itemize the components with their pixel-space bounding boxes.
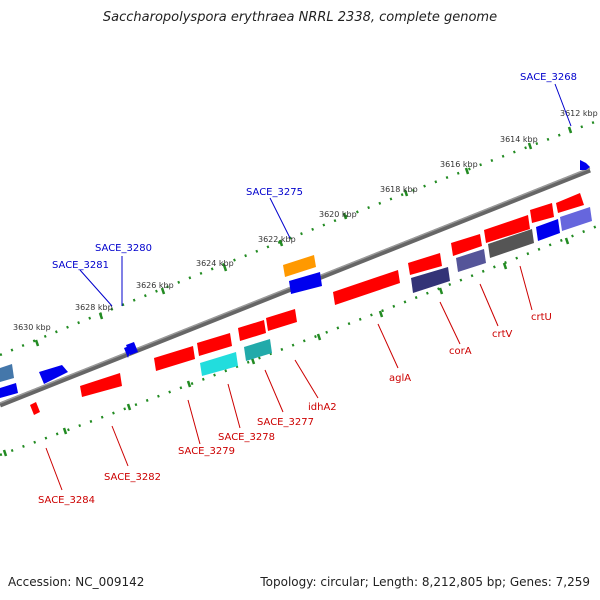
label-corA: corA: [449, 346, 472, 357]
gene-arrow-blue-2: [39, 365, 68, 384]
kbp-label: 3630 kbp: [13, 323, 51, 332]
label-sace3277: SACE_3277: [257, 417, 314, 428]
gene-arrow-red-3277: [238, 320, 266, 341]
gene-arrow-navy: [411, 267, 450, 293]
gene-arrow-sace3281: [124, 345, 132, 358]
kbp-label: 3616 kbp: [440, 160, 478, 169]
label-crtV: crtV: [492, 329, 513, 340]
label-crtU: crtU: [531, 312, 552, 323]
gene-arrow-sace3268: [580, 160, 590, 170]
label-sace3284: SACE_3284: [38, 495, 95, 506]
gene-arrow-red-3284: [30, 402, 40, 415]
label-sace3282: SACE_3282: [104, 472, 161, 483]
gene-arrow-red-crtU-a: [556, 193, 584, 213]
kbp-labels: 3612 kbp 3614 kbp 3616 kbp 3618 kbp 3620…: [13, 109, 598, 332]
outer-major-ticks: [34, 126, 573, 347]
label-aglA: aglA: [389, 373, 411, 384]
kbp-label: 3620 kbp: [319, 210, 357, 219]
accession-text: Accession: NC_009142: [8, 575, 145, 589]
gene-arrow-sace3275: [289, 272, 322, 294]
gene-arrow-red-crtU-b: [530, 203, 554, 223]
kbp-label: 3612 kbp: [560, 109, 598, 118]
gene-labels: SACE_3268 SACE_3275 SACE_3280 SACE_3281 …: [38, 72, 577, 506]
genes-forward: [0, 160, 590, 415]
label-sace3281: SACE_3281: [52, 260, 109, 271]
gene-arrow-red-3278: [197, 333, 232, 356]
gene-arrow-blue-3: [0, 383, 18, 398]
label-sace3280: SACE_3280: [95, 243, 152, 254]
label-sace3268: SACE_3268: [520, 72, 577, 83]
gene-arrow-lavender: [560, 207, 592, 231]
kbp-label: 3614 kbp: [500, 135, 538, 144]
kbp-label: 3622 kbp: [258, 235, 296, 244]
gene-arrow-red-3279: [154, 346, 195, 371]
gene-arrow-red-aglA: [333, 270, 400, 305]
genes-reverse: [200, 207, 592, 376]
gene-arrow-red-3282: [80, 373, 122, 397]
gene-arrow-navy-light: [456, 249, 486, 272]
label-sace3278: SACE_3278: [218, 432, 275, 443]
gene-arrow-gray: [488, 229, 534, 258]
gene-arrow-cyan-b: [200, 352, 238, 376]
leader-lines-blue: [79, 83, 572, 307]
gene-arrow-left-blue: [0, 364, 14, 382]
kbp-label: 3628 kbp: [75, 303, 113, 312]
gene-arrow-blue-inner: [536, 219, 560, 241]
map-title: Saccharopolyspora erythraea NRRL 2338, c…: [102, 10, 498, 25]
gene-arrow-red-idhA2: [266, 309, 297, 331]
leader-lines-red: [45, 265, 533, 491]
label-sace3275: SACE_3275: [246, 187, 303, 198]
gene-arrow-red-crtV: [484, 215, 530, 243]
topology-text: Topology: circular; Length: 8,212,805 bp…: [260, 575, 590, 589]
inner-major-ticks: [2, 237, 570, 457]
kbp-label: 3618 kbp: [380, 185, 418, 194]
gene-arrow-red-aglA-a: [408, 253, 442, 275]
label-sace3279: SACE_3279: [178, 446, 235, 457]
gene-arrow-red-corA: [451, 234, 482, 256]
kbp-label: 3626 kbp: [136, 281, 174, 290]
label-idhA2: idhA2: [308, 402, 337, 413]
kbp-label: 3624 kbp: [196, 259, 234, 268]
gene-arrow-cyan-a: [244, 339, 272, 361]
gene-arrow-orange: [283, 255, 316, 277]
